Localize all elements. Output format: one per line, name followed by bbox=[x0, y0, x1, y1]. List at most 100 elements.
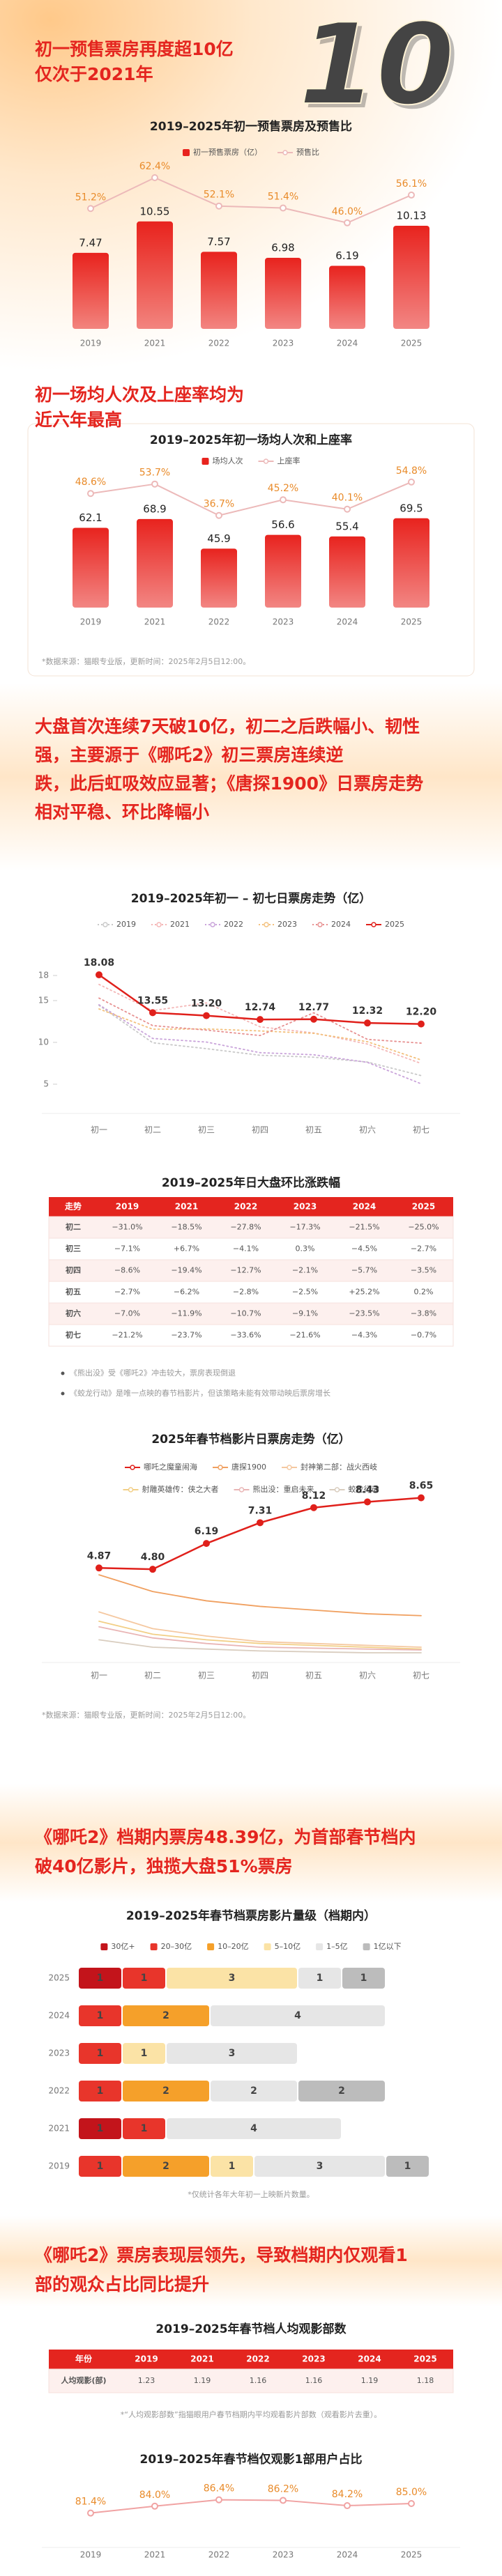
cell: −31.0% bbox=[112, 1223, 142, 1232]
table-title: 2019–2025年日大盘环比涨跌幅 bbox=[162, 1175, 340, 1190]
data-label: 12.32 bbox=[352, 1005, 383, 1017]
cell: −8.6% bbox=[114, 1266, 140, 1275]
data-label: 10.55 bbox=[140, 205, 170, 217]
header-cell: 2025 bbox=[412, 1202, 435, 1212]
legend: 30亿+ 20–30亿 10–20亿 5–10亿 1–5亿 1亿以下 bbox=[100, 1942, 402, 1951]
data-label: 1 bbox=[317, 1973, 324, 1984]
cell: +6.7% bbox=[174, 1244, 199, 1254]
cell: −3.5% bbox=[411, 1266, 436, 1275]
legend-item: 射雕英雄传：侠之大者 bbox=[123, 1484, 219, 1494]
data-label: 1 bbox=[229, 2161, 236, 2172]
data-label: 1 bbox=[141, 2123, 148, 2134]
legend-item: 封神第二部：战火西岐 bbox=[282, 1462, 377, 1472]
x-tick-label: 2021 bbox=[144, 617, 166, 627]
legend-label: 哪吒之魔童闹海 bbox=[144, 1462, 197, 1472]
legend-label: 2024 bbox=[331, 920, 351, 929]
data-label: 86.2% bbox=[268, 2483, 298, 2494]
data-label: 55.4 bbox=[335, 520, 358, 532]
data-label: 6.19 bbox=[195, 1526, 219, 1537]
header-cell: 2019 bbox=[135, 2354, 158, 2364]
legend-label: 2025 bbox=[385, 920, 404, 929]
legend-dot bbox=[264, 922, 269, 927]
bar bbox=[137, 221, 173, 329]
cell: −2.1% bbox=[292, 1266, 318, 1275]
legend-dot bbox=[210, 922, 215, 927]
header-cell: 2024 bbox=[353, 1202, 376, 1212]
data-label: 48.6% bbox=[75, 477, 106, 488]
bar-segment bbox=[211, 2081, 297, 2101]
line bbox=[98, 1620, 422, 1650]
cell: −25.0% bbox=[408, 1223, 439, 1232]
data-label: 6.19 bbox=[335, 249, 358, 262]
legend-swatch bbox=[201, 458, 209, 465]
heading: 《哪吒2》票房表现层领先，导致档期内仅观看1 bbox=[35, 2245, 408, 2265]
line bbox=[90, 2499, 412, 2514]
cell: −7.1% bbox=[114, 1244, 140, 1254]
point bbox=[203, 1012, 210, 1019]
legend: 初一预售票房（亿） 预售比 bbox=[183, 147, 319, 157]
x-tick-label: 2024 bbox=[337, 339, 358, 348]
header-cell: 2019 bbox=[116, 1202, 139, 1212]
legend-label: 20–30亿 bbox=[161, 1942, 192, 1951]
legend-dot bbox=[218, 1465, 223, 1470]
x-tick-label: 2022 bbox=[208, 339, 230, 348]
legend-item: 2024 bbox=[312, 920, 351, 929]
bar bbox=[201, 548, 237, 608]
data-label: 4 bbox=[250, 2123, 257, 2134]
data-label: 56.6 bbox=[271, 518, 294, 531]
table-row bbox=[48, 1324, 454, 1347]
cell: −23.7% bbox=[171, 1331, 201, 1340]
data-label: 6.98 bbox=[271, 241, 294, 254]
x-tick-label: 2019 bbox=[80, 339, 102, 348]
data-label: 86.4% bbox=[204, 2483, 234, 2494]
data-label: 1 bbox=[97, 2010, 104, 2021]
line bbox=[90, 481, 412, 516]
cell: −9.1% bbox=[292, 1309, 318, 1318]
x-tick-label: 初四 bbox=[252, 1125, 268, 1135]
line bbox=[98, 997, 422, 1044]
cell: −4.5% bbox=[351, 1244, 377, 1254]
bar-segment bbox=[298, 2081, 385, 2101]
legend-dot bbox=[102, 922, 108, 927]
legend-item: 2023 bbox=[259, 920, 297, 929]
heading: 相对平稳、环比降幅小 bbox=[35, 802, 209, 822]
data-label: 1 bbox=[97, 1973, 104, 1984]
cell: −12.7% bbox=[230, 1266, 261, 1275]
bar-segment bbox=[167, 1968, 297, 1989]
legend: 2019 2021 2022 2023 2024 2025 bbox=[98, 920, 404, 929]
legend-label: 1–5亿 bbox=[326, 1942, 348, 1951]
legend-dot bbox=[371, 922, 376, 927]
bar-segment bbox=[79, 1968, 121, 1989]
cell: −27.8% bbox=[230, 1223, 261, 1232]
header-cell: 走势 bbox=[65, 1201, 82, 1212]
line bbox=[90, 177, 412, 224]
point bbox=[310, 1015, 317, 1023]
legend-swatch bbox=[207, 1943, 215, 1950]
bar bbox=[73, 252, 109, 329]
cell: 初三 bbox=[66, 1244, 81, 1254]
point bbox=[215, 2496, 222, 2504]
bar bbox=[329, 265, 365, 329]
bar bbox=[265, 534, 301, 608]
data-label: 81.4% bbox=[75, 2497, 106, 2508]
data-label: 4 bbox=[294, 2010, 301, 2021]
heading: 大盘首次连续7天破10亿，初二之后跌幅小、韧性 bbox=[35, 716, 420, 736]
legend-item: 30亿+ bbox=[100, 1942, 135, 1951]
point bbox=[87, 205, 94, 213]
legend-item: 场均人次 bbox=[201, 456, 243, 465]
point bbox=[408, 478, 415, 486]
cell: −33.6% bbox=[230, 1331, 261, 1340]
point bbox=[310, 1504, 317, 1511]
x-tick-label: 2022 bbox=[208, 2550, 230, 2560]
data-label: 8.12 bbox=[302, 1490, 326, 1502]
data-label: 12.20 bbox=[406, 1007, 437, 1018]
data-label: 56.1% bbox=[396, 178, 427, 190]
note: 《熊出没》受《哪吒2》冲击较大，票房表现倒退 bbox=[70, 1368, 236, 1378]
point bbox=[408, 191, 415, 199]
header-cell: 2023 bbox=[302, 2354, 325, 2364]
x-tick-label: 2025 bbox=[401, 2550, 423, 2560]
bar-segment bbox=[79, 2118, 121, 2139]
data-label: 13.55 bbox=[137, 995, 168, 1006]
chart-title: 2019–2025年初一 – 初七日票房走势（亿） bbox=[131, 891, 371, 906]
